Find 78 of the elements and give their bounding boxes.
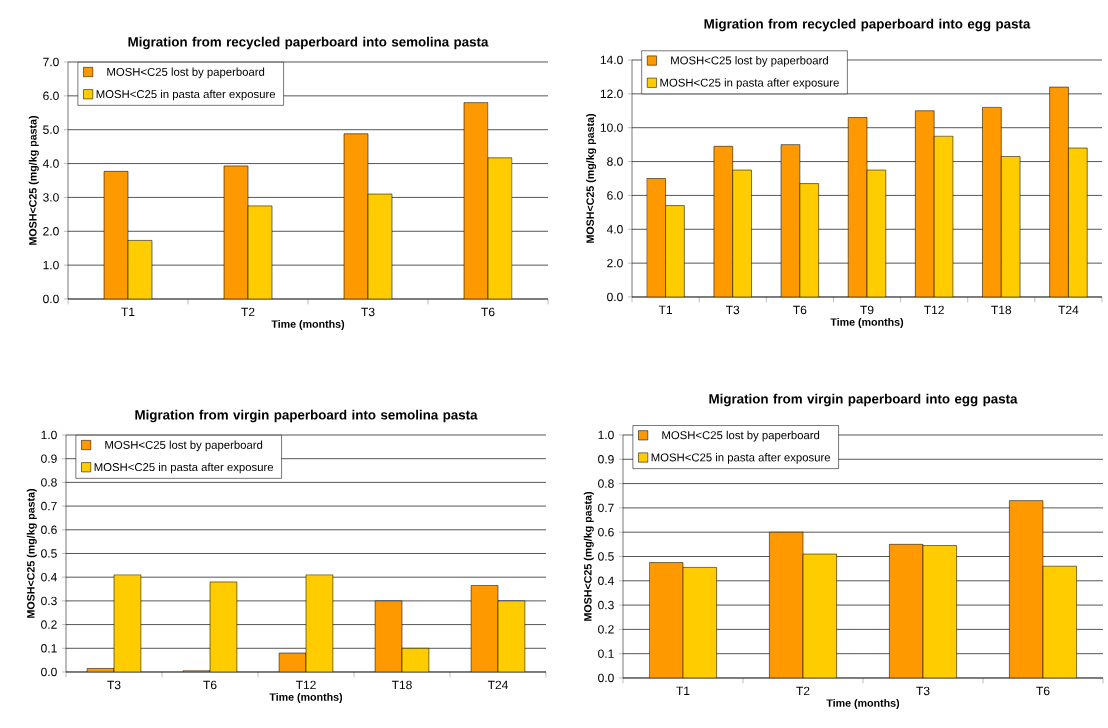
x-tick-label: T1 xyxy=(121,307,135,316)
y-tick-label: 14.0 xyxy=(600,55,623,65)
y-tick-label: 0.4 xyxy=(598,576,614,586)
y-tick-label: 4.0 xyxy=(42,159,59,168)
y-tick-label: 0.5 xyxy=(41,549,57,558)
legend-label: MOSH<C25 in pasta after exposure xyxy=(651,453,831,464)
x-tick-label: T6 xyxy=(793,305,807,315)
y-axis-title: MOSH<C25 (mg/kg pasta) xyxy=(28,116,39,245)
legend-label: MOSH<C25 lost by paperboard xyxy=(105,440,263,452)
x-tick-label: T1 xyxy=(658,305,672,314)
y-tick-label: 0.0 xyxy=(607,292,623,302)
y-tick-label: 0.6 xyxy=(41,525,57,535)
y-tick-label: 12.0 xyxy=(600,89,623,99)
chart-title: Migration from virgin paperboard into egg pasta xyxy=(709,393,1018,407)
x-tick-label: T24 xyxy=(1058,305,1079,315)
legend-label: MOSH<C25 in pasta after exposure xyxy=(660,78,839,89)
y-tick-label: 0.7 xyxy=(41,501,57,511)
y-tick-label: 7.0 xyxy=(43,57,59,67)
x-axis-title: Time (months) xyxy=(830,318,904,328)
y-tick-label: 8.0 xyxy=(607,157,623,166)
y-tick-label: 0.0 xyxy=(43,294,59,304)
y-tick-label: 2.0 xyxy=(607,258,623,268)
y-tick-label: 2.0 xyxy=(43,227,59,236)
x-tick-label: T24 xyxy=(487,680,508,690)
y-tick-label: 0.0 xyxy=(41,667,57,677)
y-tick-label: 0.9 xyxy=(41,454,57,463)
x-tick-label: T18 xyxy=(991,305,1012,315)
y-tick-label: 1.0 xyxy=(598,430,614,440)
y-tick-label: 5.0 xyxy=(43,125,59,134)
y-tick-label: 0.5 xyxy=(598,552,614,561)
y-axis-title: MOSH<C25 (mg/kg pasta) xyxy=(583,491,594,621)
x-tick-label: T3 xyxy=(916,686,930,696)
x-tick-label: T9 xyxy=(860,305,874,315)
x-axis-title: Time (months) xyxy=(826,699,900,709)
y-tick-label: 3.0 xyxy=(43,193,59,202)
y-tick-label: 0.8 xyxy=(41,478,57,487)
y-axis-title: MOSH<C25 (mg/kg pasta) xyxy=(586,114,597,243)
x-tick-label: T3 xyxy=(361,307,375,317)
x-tick-label: T3 xyxy=(725,305,740,315)
y-tick-label: 0.8 xyxy=(598,479,614,488)
legend-label: MOSH<C25 lost by paperboard xyxy=(662,430,820,442)
y-tick-label: 0.2 xyxy=(598,625,614,634)
y-axis-title: MOSH<C25 (mg/kg pasta) xyxy=(26,488,37,618)
x-tick-label: T12 xyxy=(924,305,944,315)
y-tick-label: 1.0 xyxy=(41,430,57,440)
x-axis-title: Time (months) xyxy=(269,693,343,703)
chart-title: Migration from virgin paperboard into semolina pasta xyxy=(135,409,478,423)
legend-label: MOSH<C25 in pasta after exposure xyxy=(94,462,274,474)
x-tick-label: T6 xyxy=(203,680,217,690)
chart-title: Migration from recycled paperboard into semolina pasta xyxy=(128,36,489,50)
x-axis-title: Time (months) xyxy=(271,320,345,330)
y-tick-label: 0.1 xyxy=(598,649,614,658)
x-tick-label: T18 xyxy=(391,680,412,690)
y-tick-label: 0.6 xyxy=(598,527,614,537)
y-tick-label: 0.2 xyxy=(41,620,57,629)
y-tick-label: 0.9 xyxy=(598,455,614,464)
x-tick-label: T12 xyxy=(295,680,316,690)
y-tick-label: 1.0 xyxy=(43,260,59,270)
y-tick-label: 0.3 xyxy=(41,596,57,606)
y-tick-label: 4.0 xyxy=(606,225,623,234)
y-tick-label: 6.0 xyxy=(43,91,59,101)
x-tick-label: T3 xyxy=(107,680,121,690)
y-tick-label: 0.3 xyxy=(598,600,614,610)
chart-title: Migration from recycled paperboard into egg pasta xyxy=(704,18,1031,32)
x-tick-label: T2 xyxy=(241,307,255,317)
y-tick-label: 10.0 xyxy=(600,123,623,132)
legend-label: MOSH<C25 in pasta after exposure xyxy=(96,89,276,101)
y-tick-label: 0.7 xyxy=(598,503,614,513)
x-tick-label: T2 xyxy=(796,686,810,696)
y-tick-label: 0.0 xyxy=(598,673,614,683)
y-tick-label: 6.0 xyxy=(607,191,623,200)
x-tick-label: T6 xyxy=(481,307,495,317)
y-tick-label: 0.4 xyxy=(41,572,57,582)
x-tick-label: T1 xyxy=(676,686,690,695)
y-tick-label: 0.1 xyxy=(41,644,57,653)
legend-label: MOSH<C25 lost by paperboard xyxy=(671,56,828,67)
x-tick-label: T6 xyxy=(1036,686,1050,696)
legend-label: MOSH<C25 lost by paperboard xyxy=(107,67,265,79)
